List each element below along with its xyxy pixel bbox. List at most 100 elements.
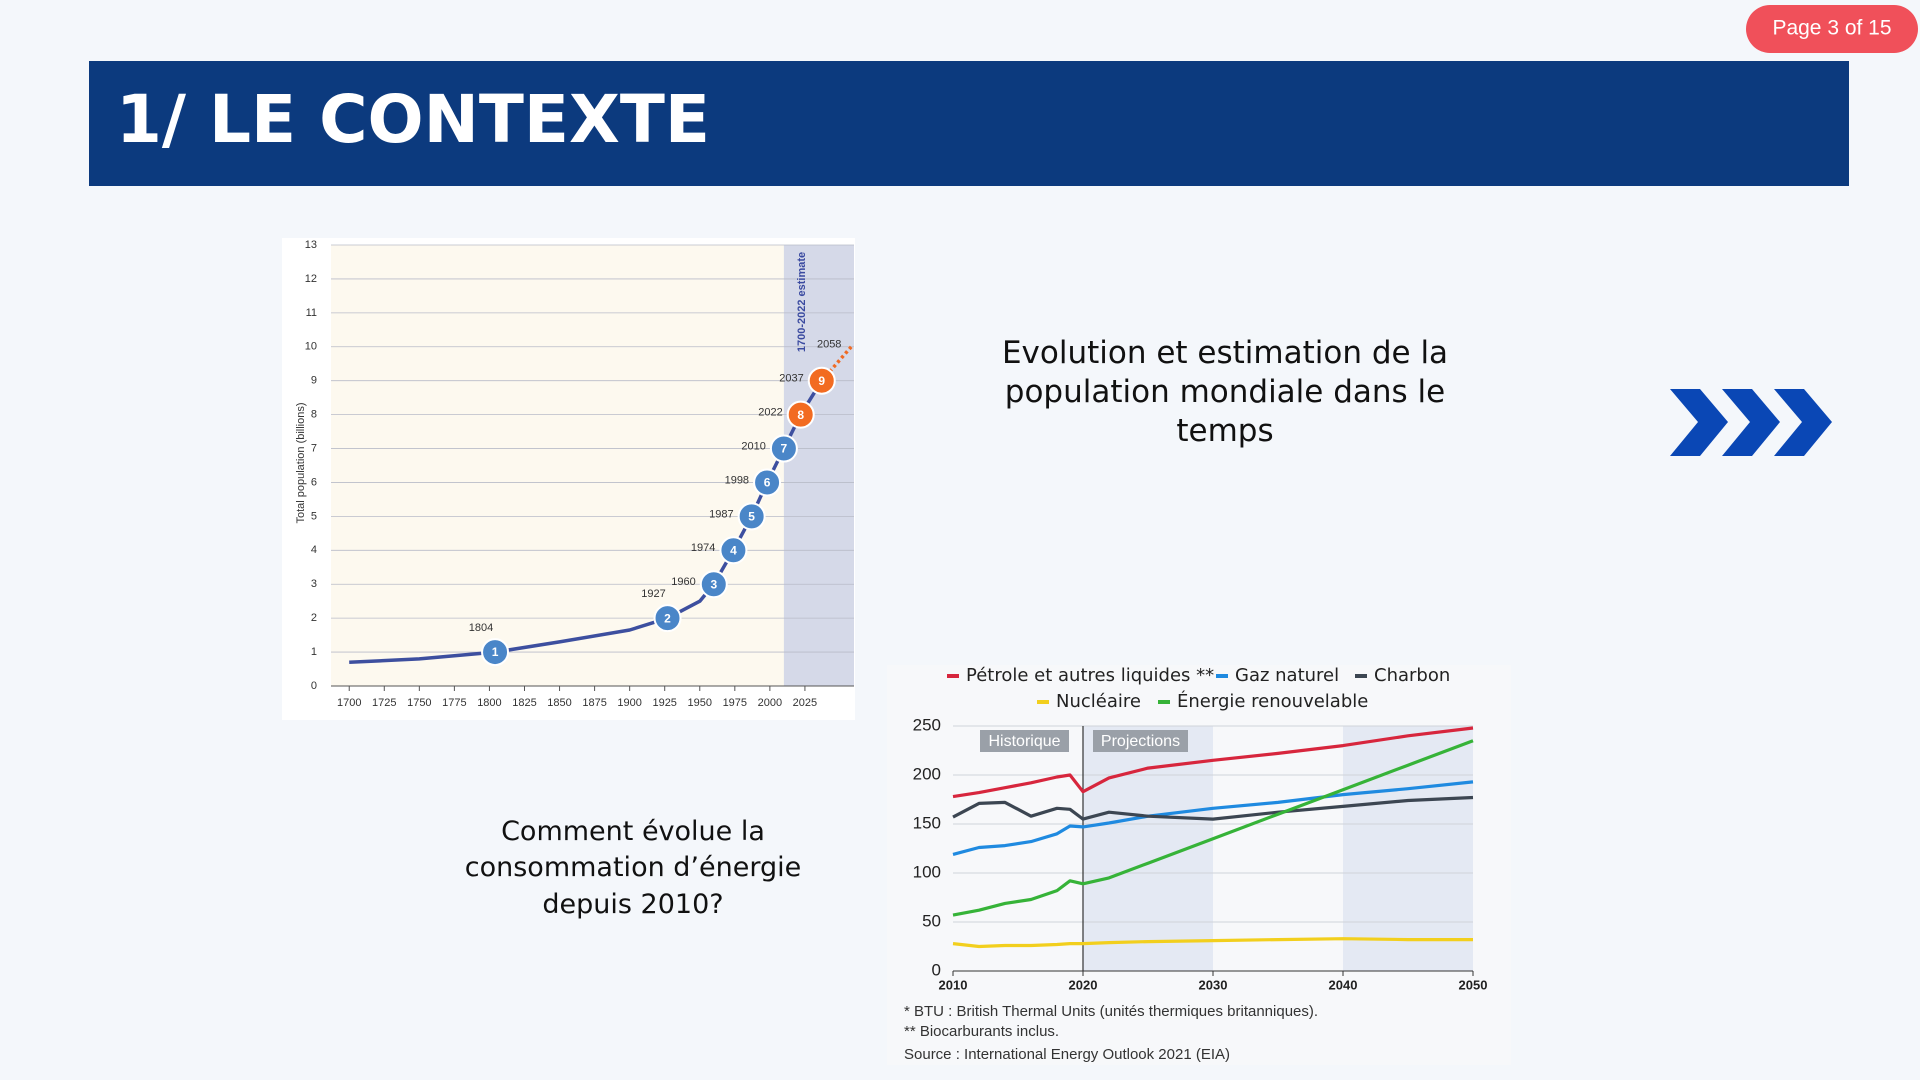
energy-line: [952, 780, 1474, 856]
milestone-value: 9: [818, 374, 825, 388]
energy-line: [952, 795, 1474, 821]
milestone-marker: [699, 570, 728, 599]
footnote: * BTU : British Thermal Units (unités th…: [904, 1003, 1318, 1020]
y-tick-label: 0: [932, 960, 941, 979]
milestone-value: 7: [781, 442, 788, 456]
energy-line: [952, 739, 1474, 917]
x-tick-label: 2040: [1329, 977, 1358, 992]
projection-region: [1343, 726, 1473, 971]
legend-swatch: [1216, 674, 1228, 678]
milestone-value: 6: [764, 476, 771, 490]
milestone-value: 2: [664, 611, 671, 625]
y-tick-label: 7: [311, 442, 317, 454]
projection-year-label: 2058: [817, 339, 841, 351]
milestone-value: 1: [492, 645, 499, 659]
legend-swatch: [947, 674, 959, 678]
y-tick-label: 12: [305, 273, 317, 285]
x-tick-label: 1975: [723, 697, 747, 709]
y-tick-label: 5: [311, 510, 317, 522]
milestone-year: 2022: [758, 407, 782, 419]
x-tick-label: 1825: [512, 697, 536, 709]
x-tick-label: 1700: [337, 697, 361, 709]
milestone-year: 1998: [725, 474, 749, 486]
milestone-value: 4: [730, 543, 737, 557]
legend-swatch: [1355, 674, 1367, 678]
milestone-value: 8: [797, 408, 804, 422]
y-tick-label: 9: [311, 375, 317, 387]
milestone-year: 2010: [741, 440, 765, 452]
milestone-marker: [737, 502, 766, 531]
page-badge: [1746, 5, 1918, 53]
milestone-year: 1804: [469, 622, 493, 634]
y-tick-label: 4: [311, 544, 317, 556]
footnote: ** Biocarburants inclus.: [904, 1023, 1059, 1040]
chevrons-icon: [1670, 389, 1832, 456]
milestone-marker: [719, 536, 748, 565]
y-axis-label: Total population (billions): [295, 402, 307, 523]
milestone-year: 1927: [641, 588, 665, 600]
x-tick-label: 1925: [652, 697, 676, 709]
y-tick-label: 1: [311, 646, 317, 658]
annotation-box: [980, 730, 1069, 752]
energy-line: [952, 726, 1474, 799]
plot-area: [331, 245, 854, 686]
legend-label: Gaz naturel: [1235, 665, 1339, 686]
legend-label: Charbon: [1374, 665, 1450, 686]
y-tick-label: 200: [913, 764, 941, 783]
annotation: 1700-2022 estimate: [796, 252, 808, 352]
x-tick-label: 2025: [793, 697, 817, 709]
milestone-year: 1974: [691, 542, 715, 554]
footnote: Source : International Energy Outlook 20…: [904, 1046, 1230, 1063]
legend-swatch: [1158, 700, 1170, 704]
legend-label: Nucléaire: [1056, 691, 1141, 712]
y-tick-label: 3: [311, 578, 317, 590]
x-tick-label: 1775: [442, 697, 466, 709]
x-tick-label: 1800: [477, 697, 501, 709]
x-tick-label: 1850: [547, 697, 571, 709]
energy-line: [952, 937, 1473, 949]
y-tick-label: 50: [922, 911, 941, 930]
legend-label: Pétrole et autres liquides **: [966, 665, 1214, 686]
y-tick-label: 100: [913, 862, 941, 881]
milestone-marker: [807, 366, 836, 395]
milestone-year: 1987: [709, 508, 733, 520]
x-tick-label: 1875: [582, 697, 606, 709]
y-tick-label: 13: [305, 239, 317, 251]
milestone-year: 2037: [779, 373, 803, 385]
x-tick-label: 2010: [939, 977, 968, 992]
x-tick-label: 2050: [1459, 977, 1488, 992]
milestone-marker: [481, 638, 510, 667]
y-tick-label: 150: [913, 813, 941, 832]
x-tick-label: 2030: [1199, 977, 1228, 992]
milestone-value: 5: [748, 510, 755, 524]
x-tick-label: 1725: [372, 697, 396, 709]
x-tick-label: 1950: [688, 697, 712, 709]
annotation-box: [1093, 730, 1188, 752]
legend-label: Énergie renouvelable: [1177, 690, 1368, 712]
annotation: Projections: [1101, 733, 1180, 750]
y-tick-label: 10: [305, 341, 317, 353]
y-tick-label: 8: [311, 409, 317, 421]
x-tick-label: 1750: [407, 697, 431, 709]
projection-region: [783, 245, 854, 686]
y-tick-label: 0: [311, 680, 317, 692]
legend-swatch: [1037, 700, 1049, 704]
x-tick-label: 2000: [758, 697, 782, 709]
y-tick-label: 250: [913, 715, 941, 734]
y-tick-label: 2: [311, 612, 317, 624]
x-tick-label: 2020: [1069, 977, 1098, 992]
milestone-marker: [753, 468, 782, 497]
caption: Evolution et estimation de la population…: [1001, 335, 1449, 449]
y-tick-label: 11: [306, 307, 317, 319]
milestone-marker: [769, 434, 798, 463]
x-tick-label: 1900: [617, 697, 641, 709]
milestone-value: 3: [710, 577, 717, 591]
annotation: Historique: [988, 733, 1060, 750]
header-bar: [89, 61, 1849, 186]
milestone-marker: [786, 400, 815, 429]
page-label: Page 3 of 15: [1772, 17, 1891, 40]
milestone-marker: [653, 604, 682, 633]
slide-title: 1/ LE CONTEXTE: [116, 81, 710, 158]
